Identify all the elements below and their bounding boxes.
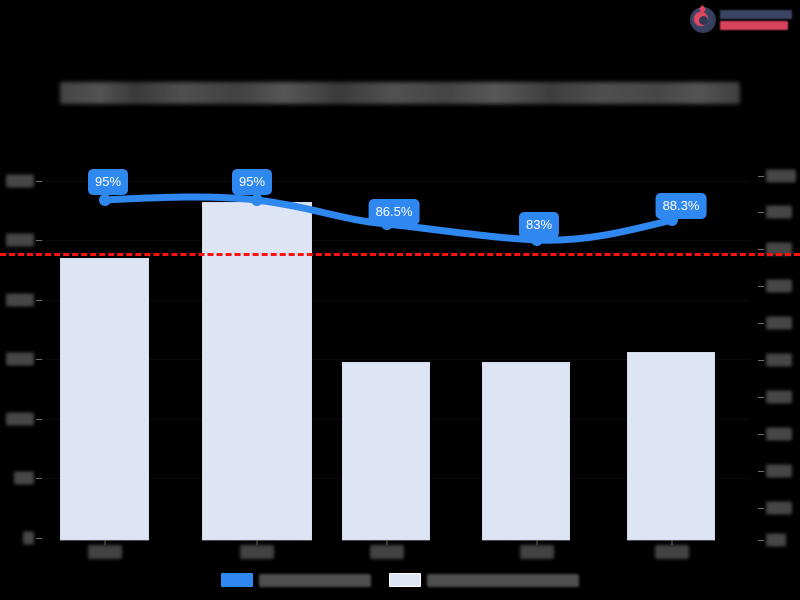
right-axis-label — [766, 279, 792, 293]
gridline — [42, 359, 750, 360]
left-axis-tick — [36, 300, 42, 301]
left-axis-tick — [36, 478, 42, 479]
right-axis-tick — [758, 212, 764, 213]
data-label-5: 88.3% — [655, 193, 707, 219]
right-axis-label — [766, 205, 792, 219]
data-label-1: 95% — [87, 169, 129, 195]
gridline — [42, 300, 750, 301]
right-axis-label — [766, 390, 792, 404]
right-axis-label — [766, 501, 792, 515]
right-axis-label — [766, 533, 786, 547]
right-axis-tick — [758, 434, 764, 435]
category-label-1 — [88, 545, 122, 559]
right-axis-label — [766, 316, 792, 330]
category-label-3 — [370, 545, 404, 559]
left-axis-tick — [36, 181, 42, 182]
plot-area: 95% 95% 86.5% 83% 88.3% — [0, 169, 800, 540]
left-axis-label — [14, 471, 34, 485]
logo-mark-icon — [690, 7, 716, 33]
bar-category-1[interactable] — [60, 258, 149, 540]
left-axis-label — [6, 352, 34, 366]
chart-legend — [0, 573, 800, 587]
left-axis-tick — [36, 359, 42, 360]
right-axis-tick — [758, 323, 764, 324]
data-label-2: 95% — [231, 169, 273, 195]
legend-line-swatch-icon — [221, 573, 253, 587]
category-tick — [386, 540, 388, 545]
right-axis-label — [766, 242, 792, 256]
bar-category-3[interactable] — [342, 362, 430, 540]
line-point-1[interactable] — [99, 194, 111, 206]
left-axis-tick — [36, 538, 42, 539]
right-axis-label — [766, 353, 792, 367]
right-axis-label — [766, 169, 796, 183]
threshold-reference-line — [0, 253, 800, 256]
legend-item-bar-series[interactable] — [389, 573, 579, 587]
left-axis-label — [23, 531, 34, 545]
gridline — [42, 181, 750, 182]
right-axis-tick — [758, 508, 764, 509]
right-axis-tick — [758, 286, 764, 287]
category-label-2 — [240, 545, 274, 559]
right-axis-label — [766, 464, 792, 478]
left-axis-tick — [36, 240, 42, 241]
left-axis-tick — [36, 419, 42, 420]
logo-wordmark-line-1 — [720, 10, 792, 19]
chart-title-text — [60, 82, 740, 104]
legend-label-line-series — [259, 573, 371, 587]
logo-wordmark-line-2 — [720, 21, 788, 30]
right-axis-tick — [758, 249, 764, 250]
chart-title — [60, 78, 740, 108]
gridline — [42, 240, 750, 241]
right-axis-label — [766, 427, 792, 441]
right-axis-tick — [758, 397, 764, 398]
right-axis-tick — [758, 471, 764, 472]
data-label-3: 86.5% — [368, 199, 420, 225]
bar-category-4[interactable] — [482, 362, 570, 540]
left-axis-label — [6, 233, 34, 247]
left-axis-label — [6, 174, 34, 188]
left-axis-label — [6, 412, 34, 426]
data-label-4: 83% — [518, 212, 560, 238]
legend-bar-swatch-icon — [389, 573, 421, 587]
legend-item-line-series[interactable] — [221, 573, 371, 587]
bar-category-2[interactable] — [202, 202, 312, 540]
right-axis-tick — [758, 176, 764, 177]
legend-label-bar-series — [427, 573, 579, 587]
category-tick — [536, 540, 538, 545]
category-tick — [256, 540, 258, 545]
category-label-5 — [655, 545, 689, 559]
category-tick — [671, 540, 673, 545]
right-axis-tick — [758, 540, 764, 541]
logo-wordmark — [720, 10, 792, 30]
category-tick — [104, 540, 106, 545]
right-axis-tick — [758, 360, 764, 361]
left-axis-label — [6, 293, 34, 307]
brand-logo — [690, 4, 792, 36]
bar-category-5[interactable] — [627, 352, 715, 540]
category-label-4 — [520, 545, 554, 559]
